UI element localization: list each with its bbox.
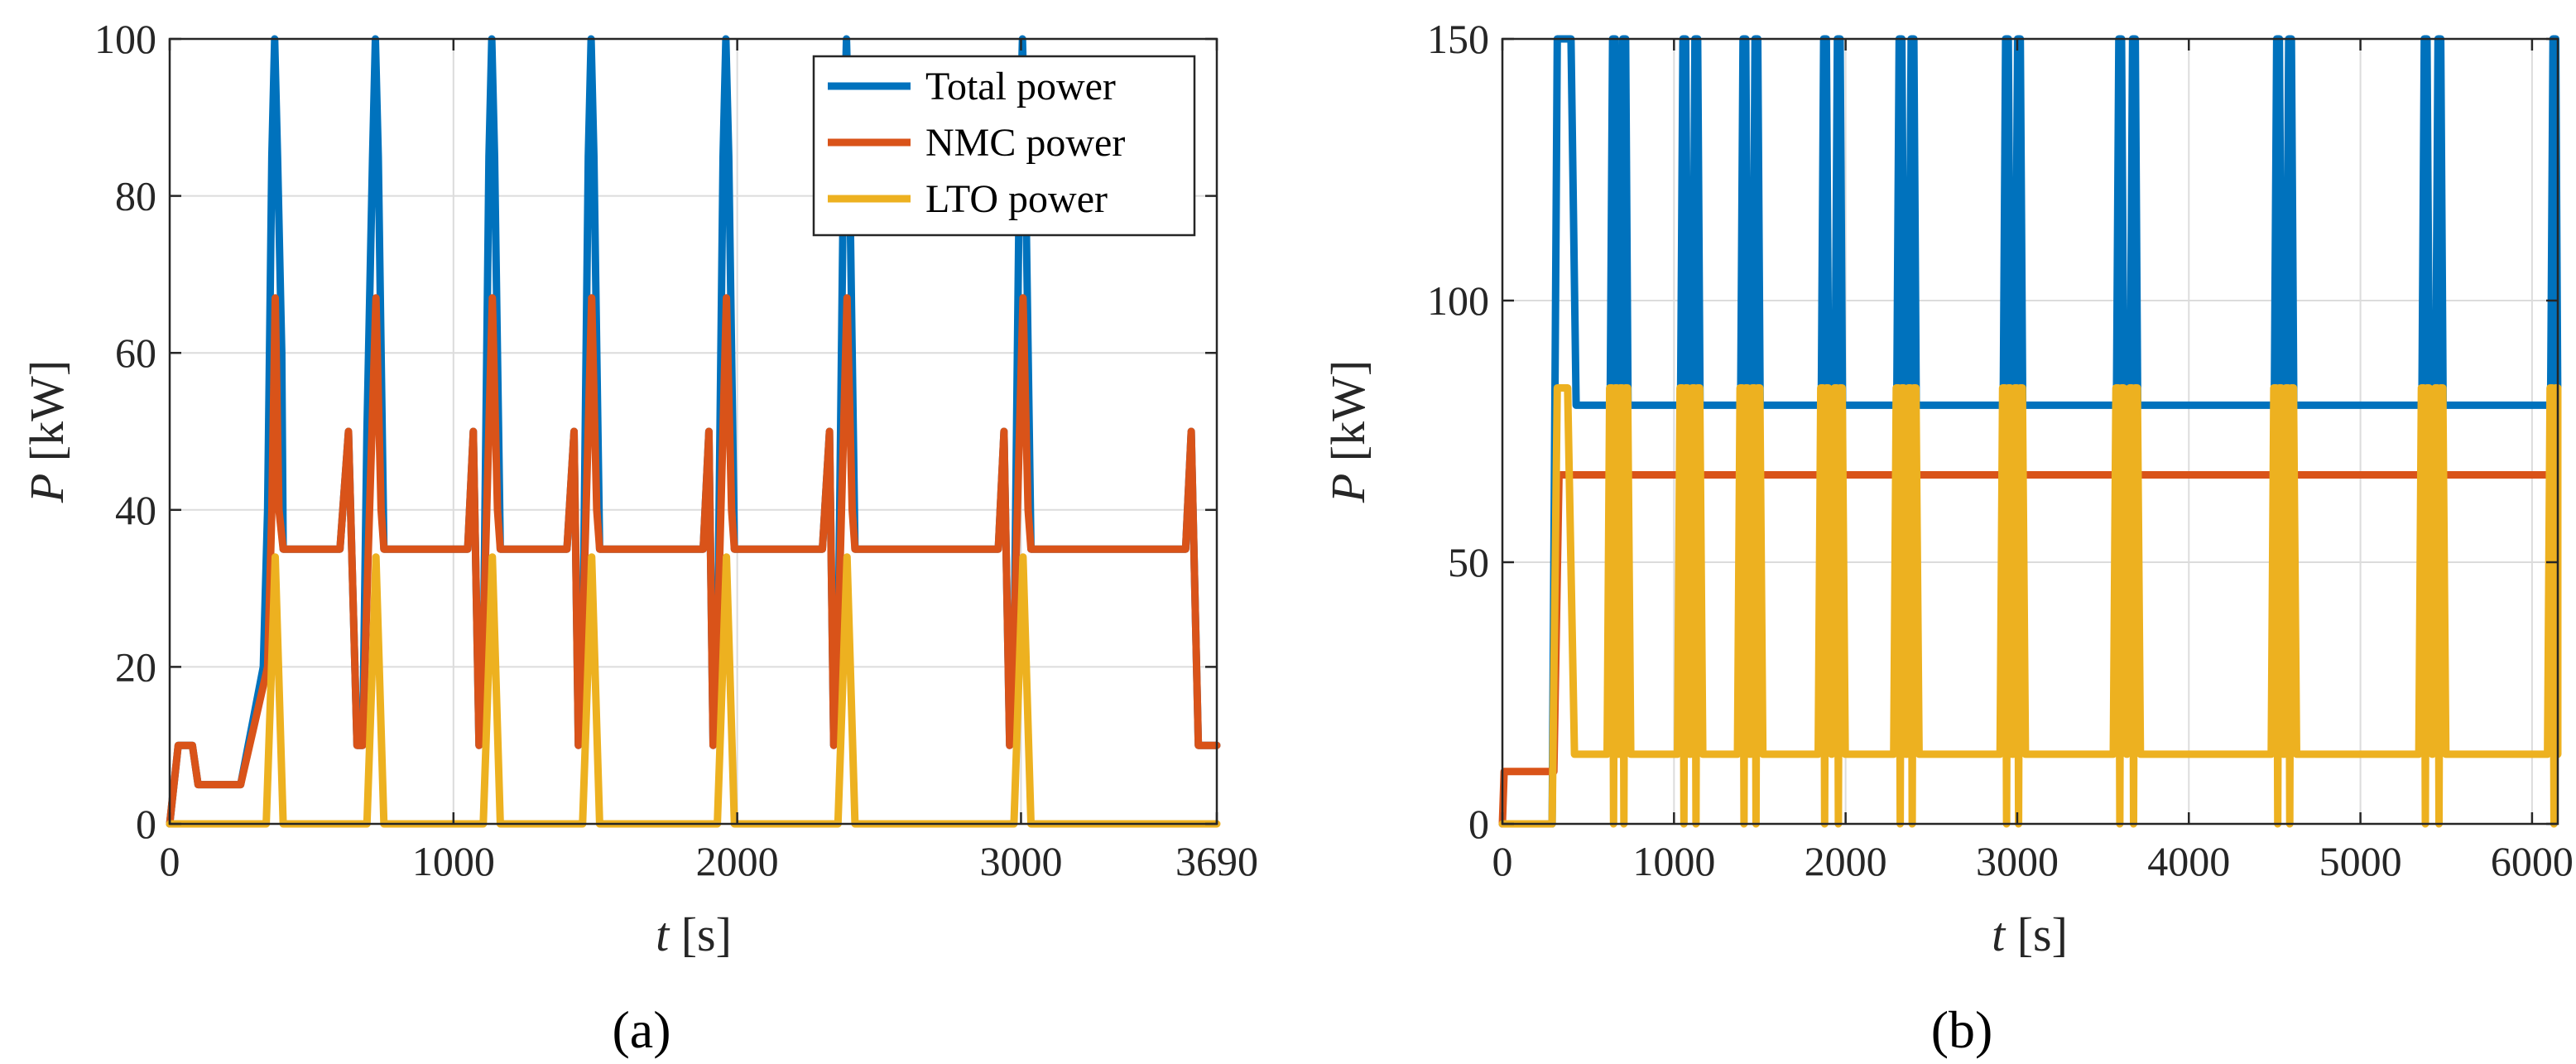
x-axis-label-b: t [s]	[1992, 908, 2068, 961]
x-tick-label: 4000	[2147, 838, 2230, 884]
x-tick-label: 1000	[412, 838, 495, 884]
x-axis-label-a: t [s]	[656, 908, 732, 961]
total-power-line	[1498, 35, 2562, 828]
x-tick-label: 3000	[1976, 838, 2059, 884]
x-tick-label: 0	[160, 838, 180, 884]
legend-label: NMC power	[925, 121, 1125, 165]
plot-frame-a	[168, 37, 1218, 826]
x-tick-label: 3000	[979, 838, 1062, 884]
y-tick-label: 0	[1468, 801, 1489, 847]
x-tick-label: 2000	[696, 838, 779, 884]
chart-panel-a: 0 1000 2000 3000 3690 0 20 40 60 80 100 Total powe…	[20, 16, 1258, 1059]
legend-label: LTO power	[925, 177, 1108, 221]
y-tick-label: 150	[1427, 16, 1489, 62]
y-tick-label: 100	[94, 16, 156, 62]
lto-power-line	[1498, 384, 2562, 828]
y-tick-label: 100	[1427, 277, 1489, 324]
lto-power-line	[166, 553, 1221, 828]
nmc-power-line	[166, 294, 1221, 828]
x-tick-label: 1000	[1632, 838, 1715, 884]
caption-b: (b)	[1931, 1000, 1993, 1059]
y-tick-label: 80	[115, 173, 156, 219]
x-tick-label: 0	[1492, 838, 1513, 884]
y-tick-label: 20	[115, 643, 156, 690]
x-tick-label: 5000	[2319, 838, 2402, 884]
y-tick-label: 40	[115, 487, 156, 533]
x-tick-label: 6000	[2491, 838, 2574, 884]
legend-label: Total power	[925, 65, 1116, 108]
caption-a: (a)	[612, 1000, 670, 1059]
legend-a: Total power NMC power LTO power	[812, 55, 1196, 237]
y-tick-label: 50	[1448, 539, 1489, 585]
x-tick-label: 2000	[1805, 838, 1887, 884]
nmc-power-line	[1498, 471, 2562, 828]
x-tick-label: 3690	[1175, 838, 1258, 884]
chart-panel-b: 0 1000 2000 3000 4000 5000 6000 0 50 100 150 t [s]…	[1321, 16, 2574, 1059]
y-axis-label-a: P [kW]	[20, 360, 74, 503]
plot-frame-b	[1501, 37, 2559, 826]
y-tick-label: 60	[115, 330, 156, 376]
y-axis-label-b: P [kW]	[1321, 360, 1375, 503]
y-tick-label: 0	[136, 801, 156, 847]
